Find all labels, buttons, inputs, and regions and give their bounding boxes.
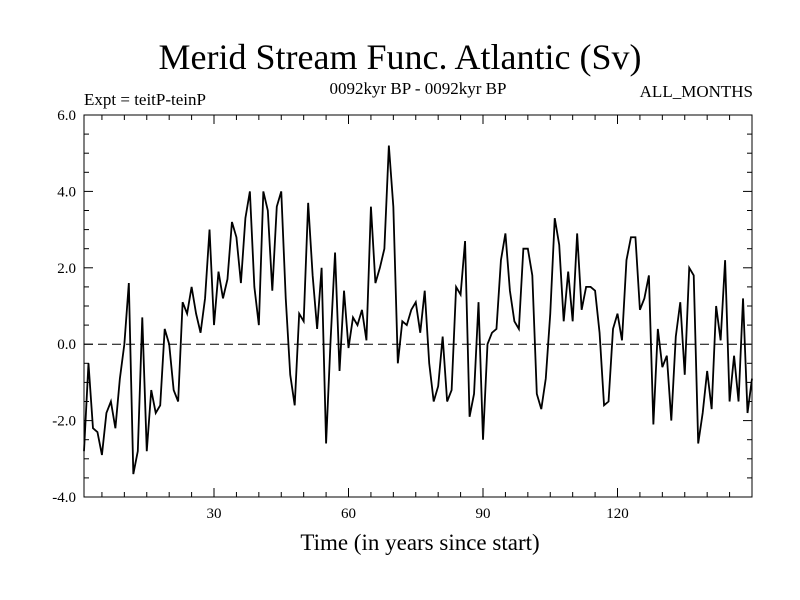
series-group: [83, 145, 753, 475]
experiment-label: Expt = teitP-teinP: [84, 90, 206, 109]
y-tick-label: 6.0: [57, 108, 76, 124]
series-line: [83, 145, 753, 475]
months-label: ALL_MONTHS: [639, 82, 753, 101]
axis-ticks: -4.0 -2.0 0.0 2.0 4.0 6.0 30 60 90 120: [52, 108, 753, 522]
x-tick-label: 90: [476, 506, 491, 522]
chart-title: Merid Stream Func. Atlantic (Sv): [158, 37, 642, 77]
y-tick-label: 2.0: [57, 261, 76, 277]
y-tick-label: 4.0: [57, 184, 76, 200]
y-tick-label: -4.0: [52, 490, 76, 506]
period-label: 0092kyr BP - 0092kyr BP: [329, 79, 507, 98]
x-tick-label: 30: [207, 506, 222, 522]
x-tick-label: 60: [341, 506, 356, 522]
y-tick-label: 0.0: [57, 337, 76, 353]
x-axis-label: Time (in years since start): [300, 530, 540, 555]
y-tick-label: -2.0: [52, 414, 76, 430]
x-tick-label: 120: [606, 506, 629, 522]
